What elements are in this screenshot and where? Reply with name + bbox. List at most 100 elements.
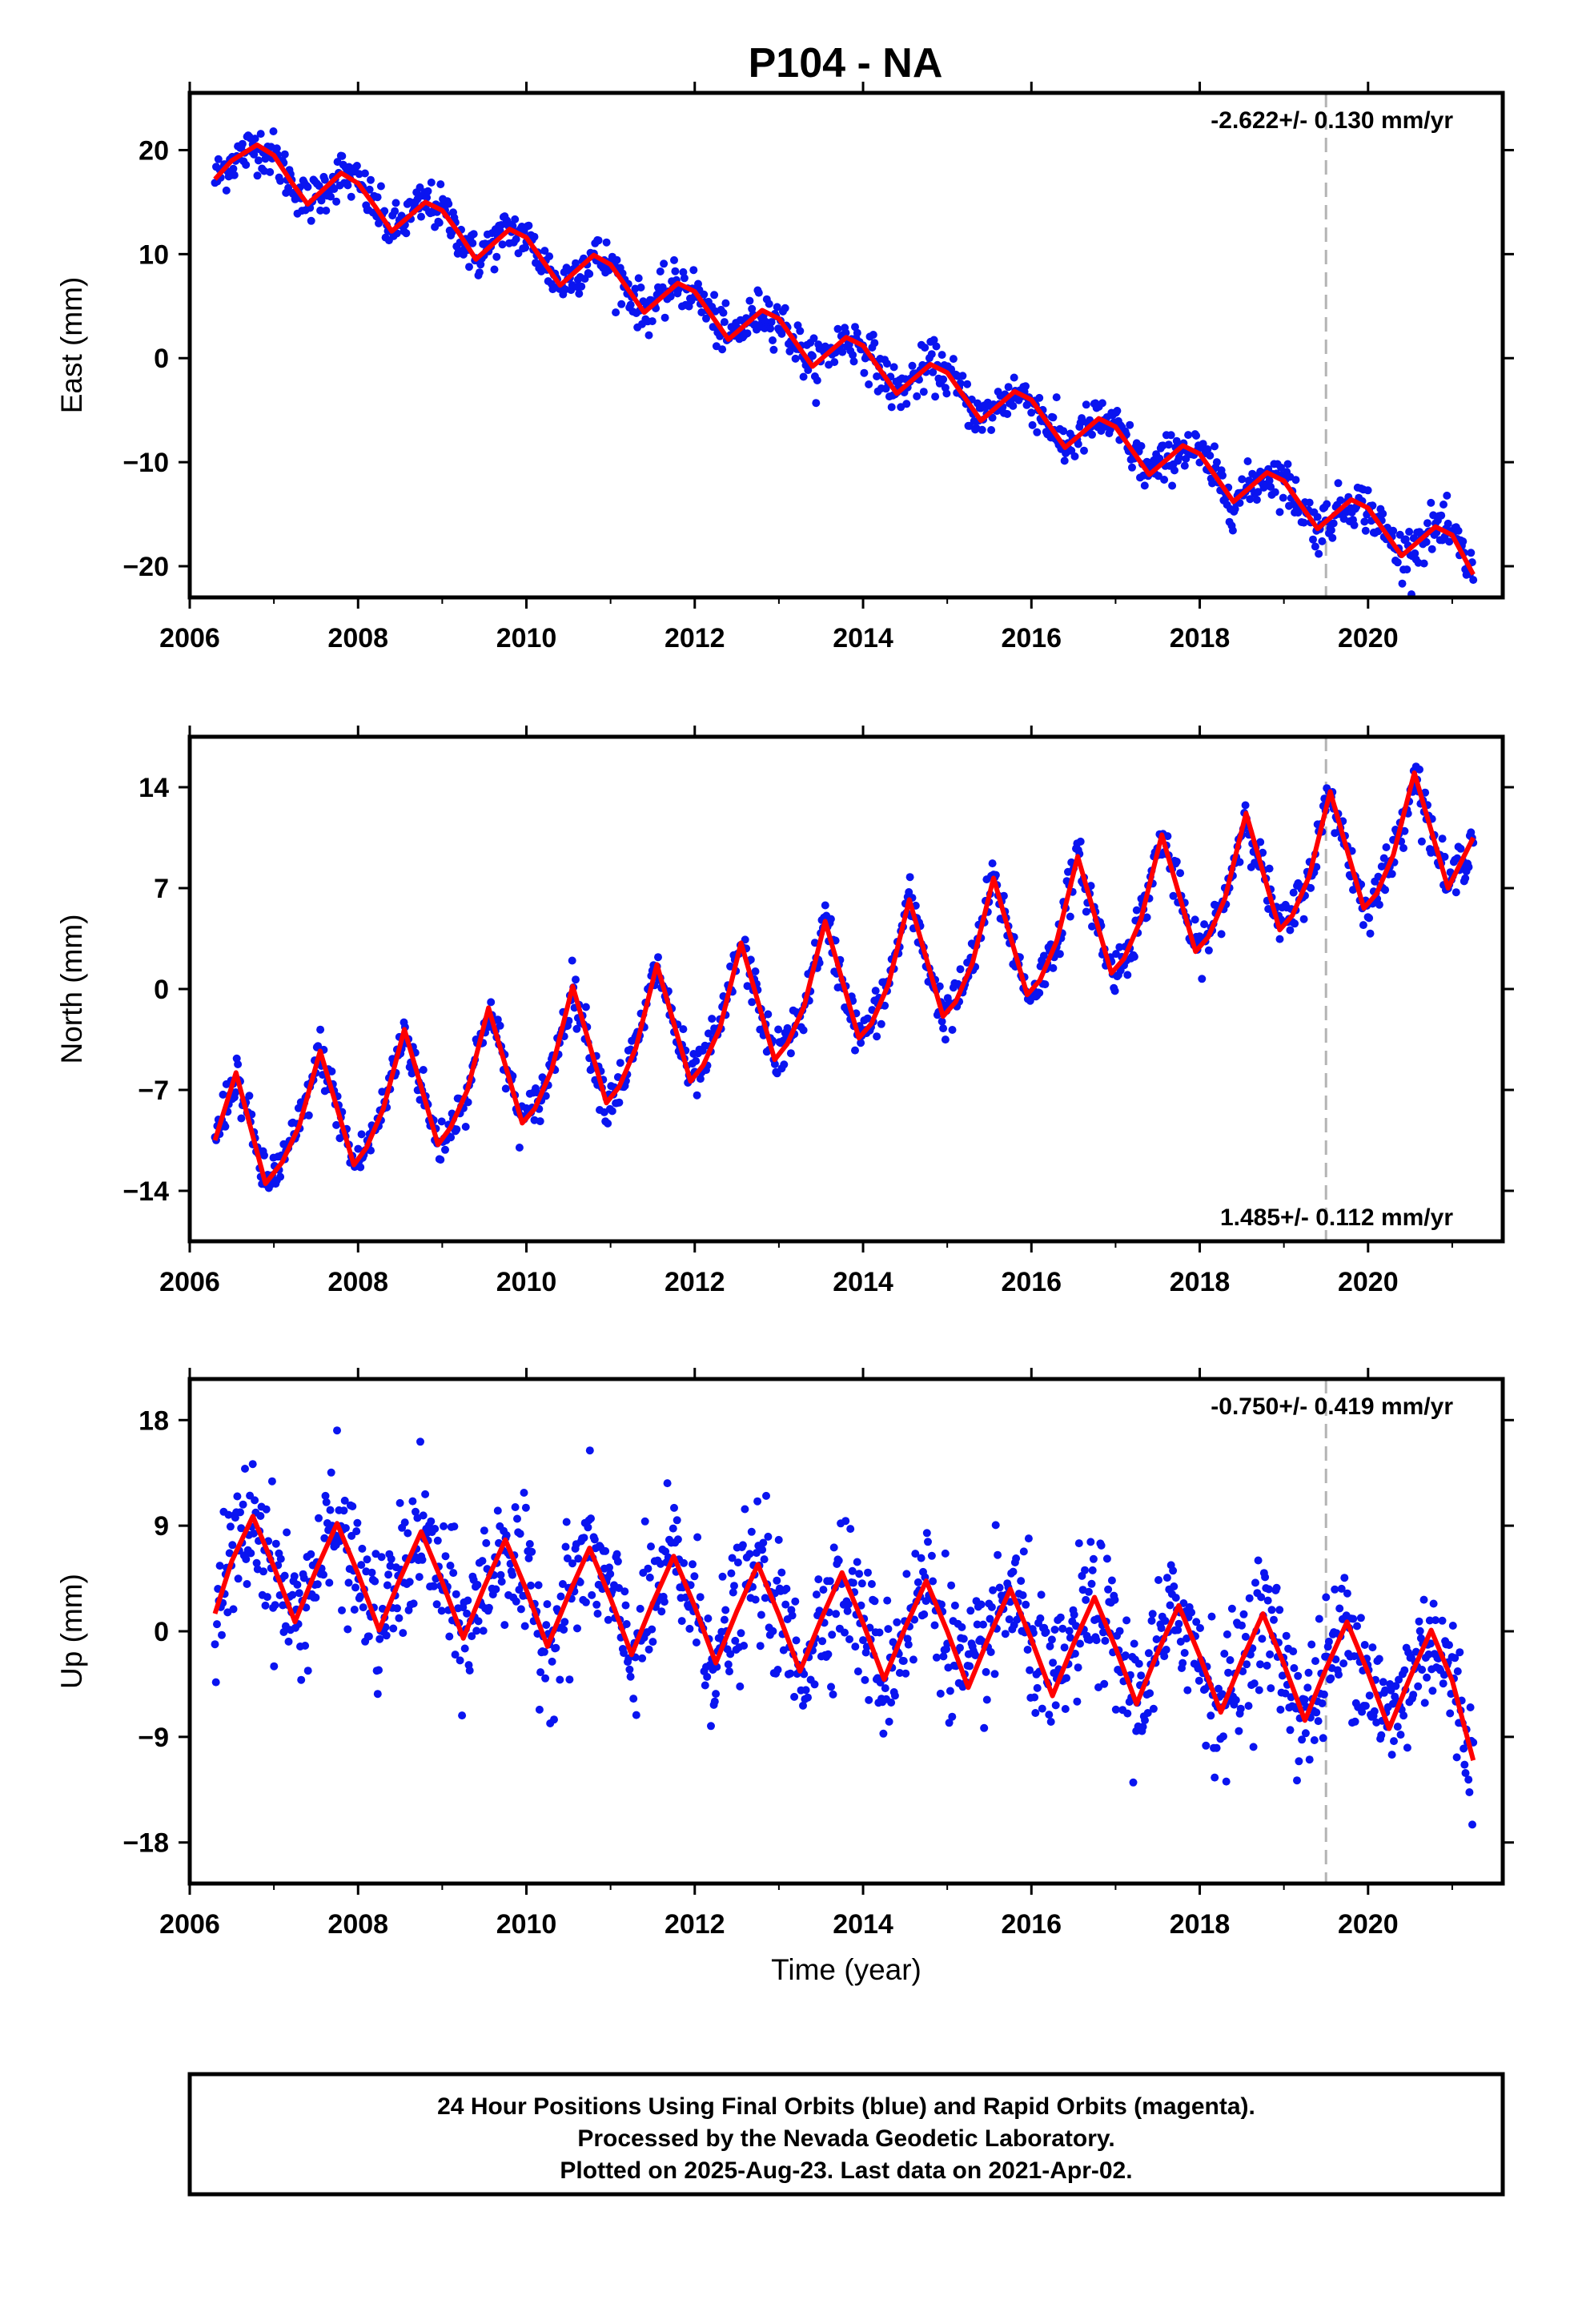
data-point: [1437, 511, 1446, 520]
data-point: [297, 1675, 306, 1684]
data-point: [982, 1667, 990, 1676]
data-point: [841, 1628, 849, 1637]
data-point: [562, 1518, 571, 1526]
data-point: [861, 1675, 869, 1684]
data-point: [1395, 530, 1404, 539]
data-point: [799, 1701, 807, 1710]
data-point: [284, 1637, 293, 1646]
data-point: [226, 1522, 235, 1531]
data-point: [1381, 1686, 1390, 1695]
data-point: [721, 1606, 730, 1614]
data-point: [1072, 1622, 1081, 1630]
data-point: [658, 283, 667, 292]
x-tick-label: 2008: [327, 623, 388, 653]
data-point: [341, 1524, 350, 1533]
y-axis-label: East (mm): [55, 277, 88, 414]
data-point: [1220, 1650, 1229, 1658]
data-point: [1051, 1701, 1060, 1710]
data-point: [228, 1541, 237, 1550]
data-point: [461, 1123, 470, 1131]
data-point: [1256, 1660, 1264, 1669]
data-point: [1403, 1743, 1411, 1752]
data-point: [1179, 1599, 1188, 1607]
data-point: [893, 1618, 901, 1626]
data-point: [704, 1614, 713, 1622]
data-point: [670, 255, 678, 264]
data-point: [991, 1521, 1000, 1530]
data-point: [1319, 1734, 1327, 1743]
data-point: [777, 1568, 786, 1577]
data-point: [234, 1574, 243, 1583]
data-point: [283, 1528, 291, 1537]
data-point: [936, 1689, 945, 1698]
data-point: [247, 1549, 255, 1558]
data-point: [946, 1687, 954, 1695]
data-point: [243, 1580, 251, 1588]
data-point: [563, 1554, 572, 1562]
data-point: [1200, 920, 1209, 929]
data-point: [446, 1562, 455, 1570]
data-point: [774, 1025, 783, 1034]
data-point: [1343, 1589, 1351, 1598]
data-point: [758, 1546, 767, 1554]
rate-annotation: 1.485+/- 0.112 mm/yr: [1220, 1204, 1453, 1231]
data-point: [921, 344, 930, 352]
data-point: [1264, 1585, 1273, 1594]
x-tick-label: 2014: [833, 1909, 893, 1940]
data-point: [1298, 1735, 1307, 1744]
x-tick-label: 2014: [833, 623, 893, 653]
data-point: [1065, 1626, 1074, 1635]
data-point: [851, 323, 859, 332]
data-point: [757, 1610, 765, 1619]
data-point: [585, 1446, 594, 1455]
data-point: [1110, 987, 1119, 995]
data-point: [1312, 1708, 1321, 1717]
data-point: [221, 1122, 230, 1131]
data-point: [1291, 476, 1300, 485]
y-tick-label: 0: [154, 344, 169, 374]
data-point: [311, 1593, 320, 1602]
data-point: [1249, 1743, 1258, 1751]
data-point: [636, 1604, 644, 1613]
data-point: [1335, 1604, 1344, 1613]
data-point: [986, 1614, 994, 1623]
data-point: [625, 1665, 634, 1674]
data-point: [325, 1578, 334, 1587]
data-point: [883, 1596, 892, 1605]
data-point: [1121, 1651, 1130, 1660]
data-point: [747, 1527, 756, 1536]
data-point: [376, 182, 385, 191]
data-point: [956, 965, 965, 974]
data-point: [1263, 1596, 1272, 1605]
data-point: [693, 1091, 701, 1100]
data-point: [1049, 1659, 1058, 1667]
data-point: [809, 334, 818, 343]
data-point: [534, 1581, 543, 1590]
data-point: [502, 1531, 511, 1540]
data-point: [404, 1529, 412, 1538]
data-point: [1019, 1547, 1028, 1556]
data-point: [1082, 400, 1090, 409]
data-point: [1191, 915, 1199, 924]
data-point: [1157, 1624, 1166, 1632]
data-point: [490, 265, 499, 274]
data-point: [1310, 1736, 1319, 1744]
data-point: [1456, 1648, 1464, 1657]
data-point: [1278, 1671, 1287, 1680]
data-point: [248, 1460, 257, 1469]
data-point: [743, 329, 752, 338]
data-point: [1254, 488, 1263, 497]
data-point: [788, 1611, 797, 1620]
data-point: [1028, 420, 1037, 429]
data-point: [841, 1517, 850, 1526]
data-point: [764, 1532, 773, 1541]
data-point: [1245, 1594, 1254, 1602]
data-point: [496, 1021, 504, 1030]
data-point: [1160, 1652, 1169, 1661]
data-point: [354, 1144, 363, 1153]
data-point: [1010, 373, 1018, 382]
data-point: [1041, 980, 1050, 989]
data-point: [327, 1468, 335, 1477]
data-point: [320, 1534, 329, 1542]
data-point: [1187, 1608, 1196, 1617]
